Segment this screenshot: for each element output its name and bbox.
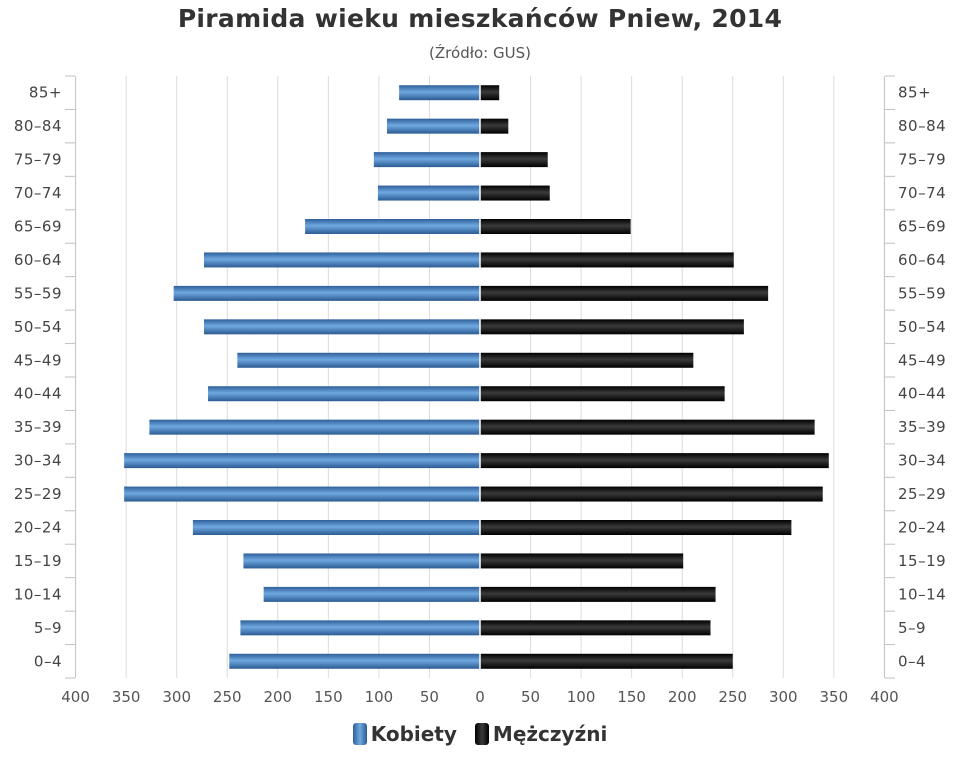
x-tick-label: 50	[521, 688, 540, 706]
bar-mezczyzni[interactable]	[480, 620, 711, 636]
y-category-label-left: 5–9	[34, 619, 62, 637]
legend-item-kobiety[interactable]: Kobiety	[352, 722, 457, 746]
y-category-label-right: 40–44	[898, 385, 946, 403]
y-category-label-right: 60–64	[898, 251, 946, 269]
x-tick-label: 250	[213, 688, 242, 706]
bar-kobiety[interactable]	[124, 486, 481, 502]
bar-mezczyzni[interactable]	[480, 520, 792, 535]
y-category-label-right: 20–24	[898, 519, 946, 537]
y-category-label-left: 65–69	[14, 218, 62, 236]
bar-kobiety[interactable]	[263, 586, 480, 602]
y-category-label-left: 25–29	[14, 485, 62, 503]
bar-mezczyzni[interactable]	[480, 453, 829, 469]
legend-label-kobiety: Kobiety	[370, 722, 457, 746]
y-category-label-right: 5–9	[898, 619, 926, 637]
bar-mezczyzni[interactable]	[480, 586, 716, 602]
y-category-label-left: 85+	[29, 84, 62, 102]
bar-kobiety[interactable]	[208, 386, 480, 402]
y-category-label-left: 60–64	[14, 251, 62, 269]
x-tick-label: 150	[314, 688, 343, 706]
y-category-label-left: 50–54	[14, 318, 62, 336]
x-tick-label: 300	[162, 688, 191, 706]
y-category-label-left: 35–39	[14, 418, 62, 436]
x-tick-label: 150	[617, 688, 646, 706]
x-tick-label: 0	[475, 688, 485, 706]
x-tick-label: 400	[870, 688, 899, 706]
y-category-label-left: 10–14	[14, 585, 62, 603]
bar-kobiety[interactable]	[386, 118, 480, 134]
x-tick-label: 300	[769, 688, 798, 706]
bar-mezczyzni[interactable]	[480, 152, 548, 168]
bar-mezczyzni[interactable]	[480, 486, 823, 502]
y-category-label-right: 45–49	[898, 351, 946, 369]
legend-swatch-kobiety	[352, 723, 367, 745]
y-category-label-right: 70–74	[898, 184, 946, 202]
x-tick-label: 50	[420, 688, 439, 706]
y-category-label-right: 25–29	[898, 485, 946, 503]
y-category-label-right: 0–4	[898, 652, 926, 670]
bar-mezczyzni[interactable]	[480, 118, 509, 134]
y-category-label-left: 80–84	[14, 117, 62, 135]
bar-mezczyzni[interactable]	[480, 386, 725, 402]
y-category-label-right: 35–39	[898, 418, 946, 436]
y-category-label-left: 30–34	[14, 452, 62, 470]
x-tick-label: 200	[263, 688, 292, 706]
bar-kobiety[interactable]	[240, 620, 480, 636]
x-tick-label: 350	[820, 688, 849, 706]
x-tick-label: 100	[365, 688, 394, 706]
legend-item-mezczyzni[interactable]: Mężczyźni	[474, 722, 608, 746]
y-category-label-left: 40–44	[14, 385, 62, 403]
y-category-label-left: 55–59	[14, 284, 62, 302]
y-category-label-right: 10–14	[898, 585, 946, 603]
bar-kobiety[interactable]	[305, 219, 480, 234]
legend-swatch-mezczyzni	[474, 723, 489, 745]
bar-kobiety[interactable]	[243, 553, 480, 569]
bar-mezczyzni[interactable]	[480, 185, 550, 201]
y-category-label-left: 0–4	[34, 652, 62, 670]
legend: Kobiety Mężczyźni	[0, 722, 960, 746]
y-category-label-left: 75–79	[14, 151, 62, 169]
y-category-label-left: 45–49	[14, 351, 62, 369]
y-category-label-right: 80–84	[898, 117, 946, 135]
chart-subtitle: (Źródło: GUS)	[429, 44, 531, 62]
bar-kobiety[interactable]	[124, 453, 481, 469]
y-category-label-right: 55–59	[898, 284, 946, 302]
x-tick-label: 200	[668, 688, 697, 706]
bar-kobiety[interactable]	[399, 85, 480, 101]
bar-kobiety[interactable]	[203, 319, 480, 335]
chart-title: Piramida wieku mieszkańców Pniew, 2014	[177, 4, 783, 33]
y-category-label-right: 30–34	[898, 452, 946, 470]
legend-label-mezczyzni: Mężczyźni	[492, 722, 608, 746]
bar-kobiety[interactable]	[237, 352, 480, 368]
bar-mezczyzni[interactable]	[480, 252, 734, 268]
y-category-label-right: 65–69	[898, 218, 946, 236]
y-category-label-right: 15–19	[898, 552, 946, 570]
bar-kobiety[interactable]	[173, 285, 481, 301]
y-category-label-right: 85+	[898, 84, 931, 102]
bar-mezczyzni[interactable]	[480, 352, 694, 368]
bar-kobiety[interactable]	[149, 419, 480, 435]
x-tick-label: 250	[718, 688, 747, 706]
y-category-label-left: 20–24	[14, 519, 62, 537]
bar-mezczyzni[interactable]	[480, 419, 815, 435]
y-category-label-right: 75–79	[898, 151, 946, 169]
x-tick-label: 350	[112, 688, 141, 706]
y-category-label-left: 15–19	[14, 552, 62, 570]
bar-mezczyzni[interactable]	[480, 285, 769, 301]
bar-kobiety[interactable]	[192, 520, 480, 535]
bar-mezczyzni[interactable]	[480, 553, 684, 569]
x-tick-label: 100	[567, 688, 596, 706]
bar-kobiety[interactable]	[373, 152, 480, 168]
bar-mezczyzni[interactable]	[480, 653, 733, 669]
y-category-label-left: 70–74	[14, 184, 62, 202]
bar-mezczyzni[interactable]	[480, 85, 500, 101]
bar-kobiety[interactable]	[377, 185, 480, 201]
bar-mezczyzni[interactable]	[480, 319, 744, 335]
bar-kobiety[interactable]	[203, 252, 480, 268]
x-tick-label: 400	[61, 688, 90, 706]
bar-mezczyzni[interactable]	[480, 219, 631, 234]
y-category-label-right: 50–54	[898, 318, 946, 336]
bar-kobiety[interactable]	[229, 653, 480, 669]
